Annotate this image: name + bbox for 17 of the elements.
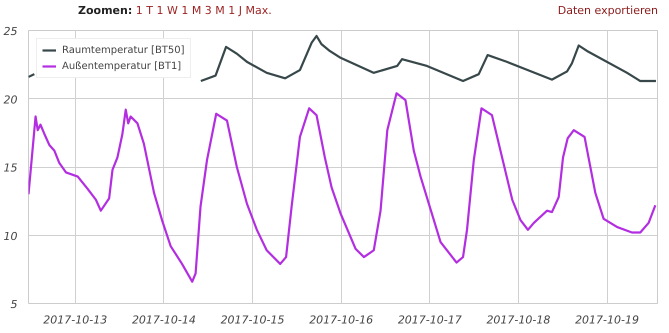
x-tick-label: 2017-10-15 bbox=[220, 314, 284, 326]
y-tick-label: 25 bbox=[4, 25, 18, 38]
y-tick-label: 15 bbox=[4, 162, 18, 174]
x-tick-label: 2017-10-17 bbox=[398, 314, 462, 326]
text: Zoomen: 1 T 1 W 1 M 3 M 1 J Max. bbox=[78, 4, 272, 17]
y-tick-label: 20 bbox=[4, 93, 18, 106]
y-tick-label: 5 bbox=[10, 298, 18, 311]
legend-label: Außentemperatur [BT1] bbox=[62, 60, 182, 72]
x-tick-label: 2017-10-19 bbox=[575, 314, 640, 326]
x-tick-label: 2017-10-13 bbox=[43, 314, 108, 326]
text: Daten exportieren bbox=[558, 4, 658, 17]
legend-label: Raumtemperatur [BT50] bbox=[62, 44, 185, 56]
line-series bbox=[28, 92, 656, 283]
x-tick-label: 2017-10-18 bbox=[486, 314, 550, 326]
y-tick-label: 10 bbox=[4, 230, 18, 243]
x-tick-label: 2017-10-16 bbox=[309, 314, 374, 326]
x-tick-label: 2017-10-14 bbox=[132, 314, 196, 326]
